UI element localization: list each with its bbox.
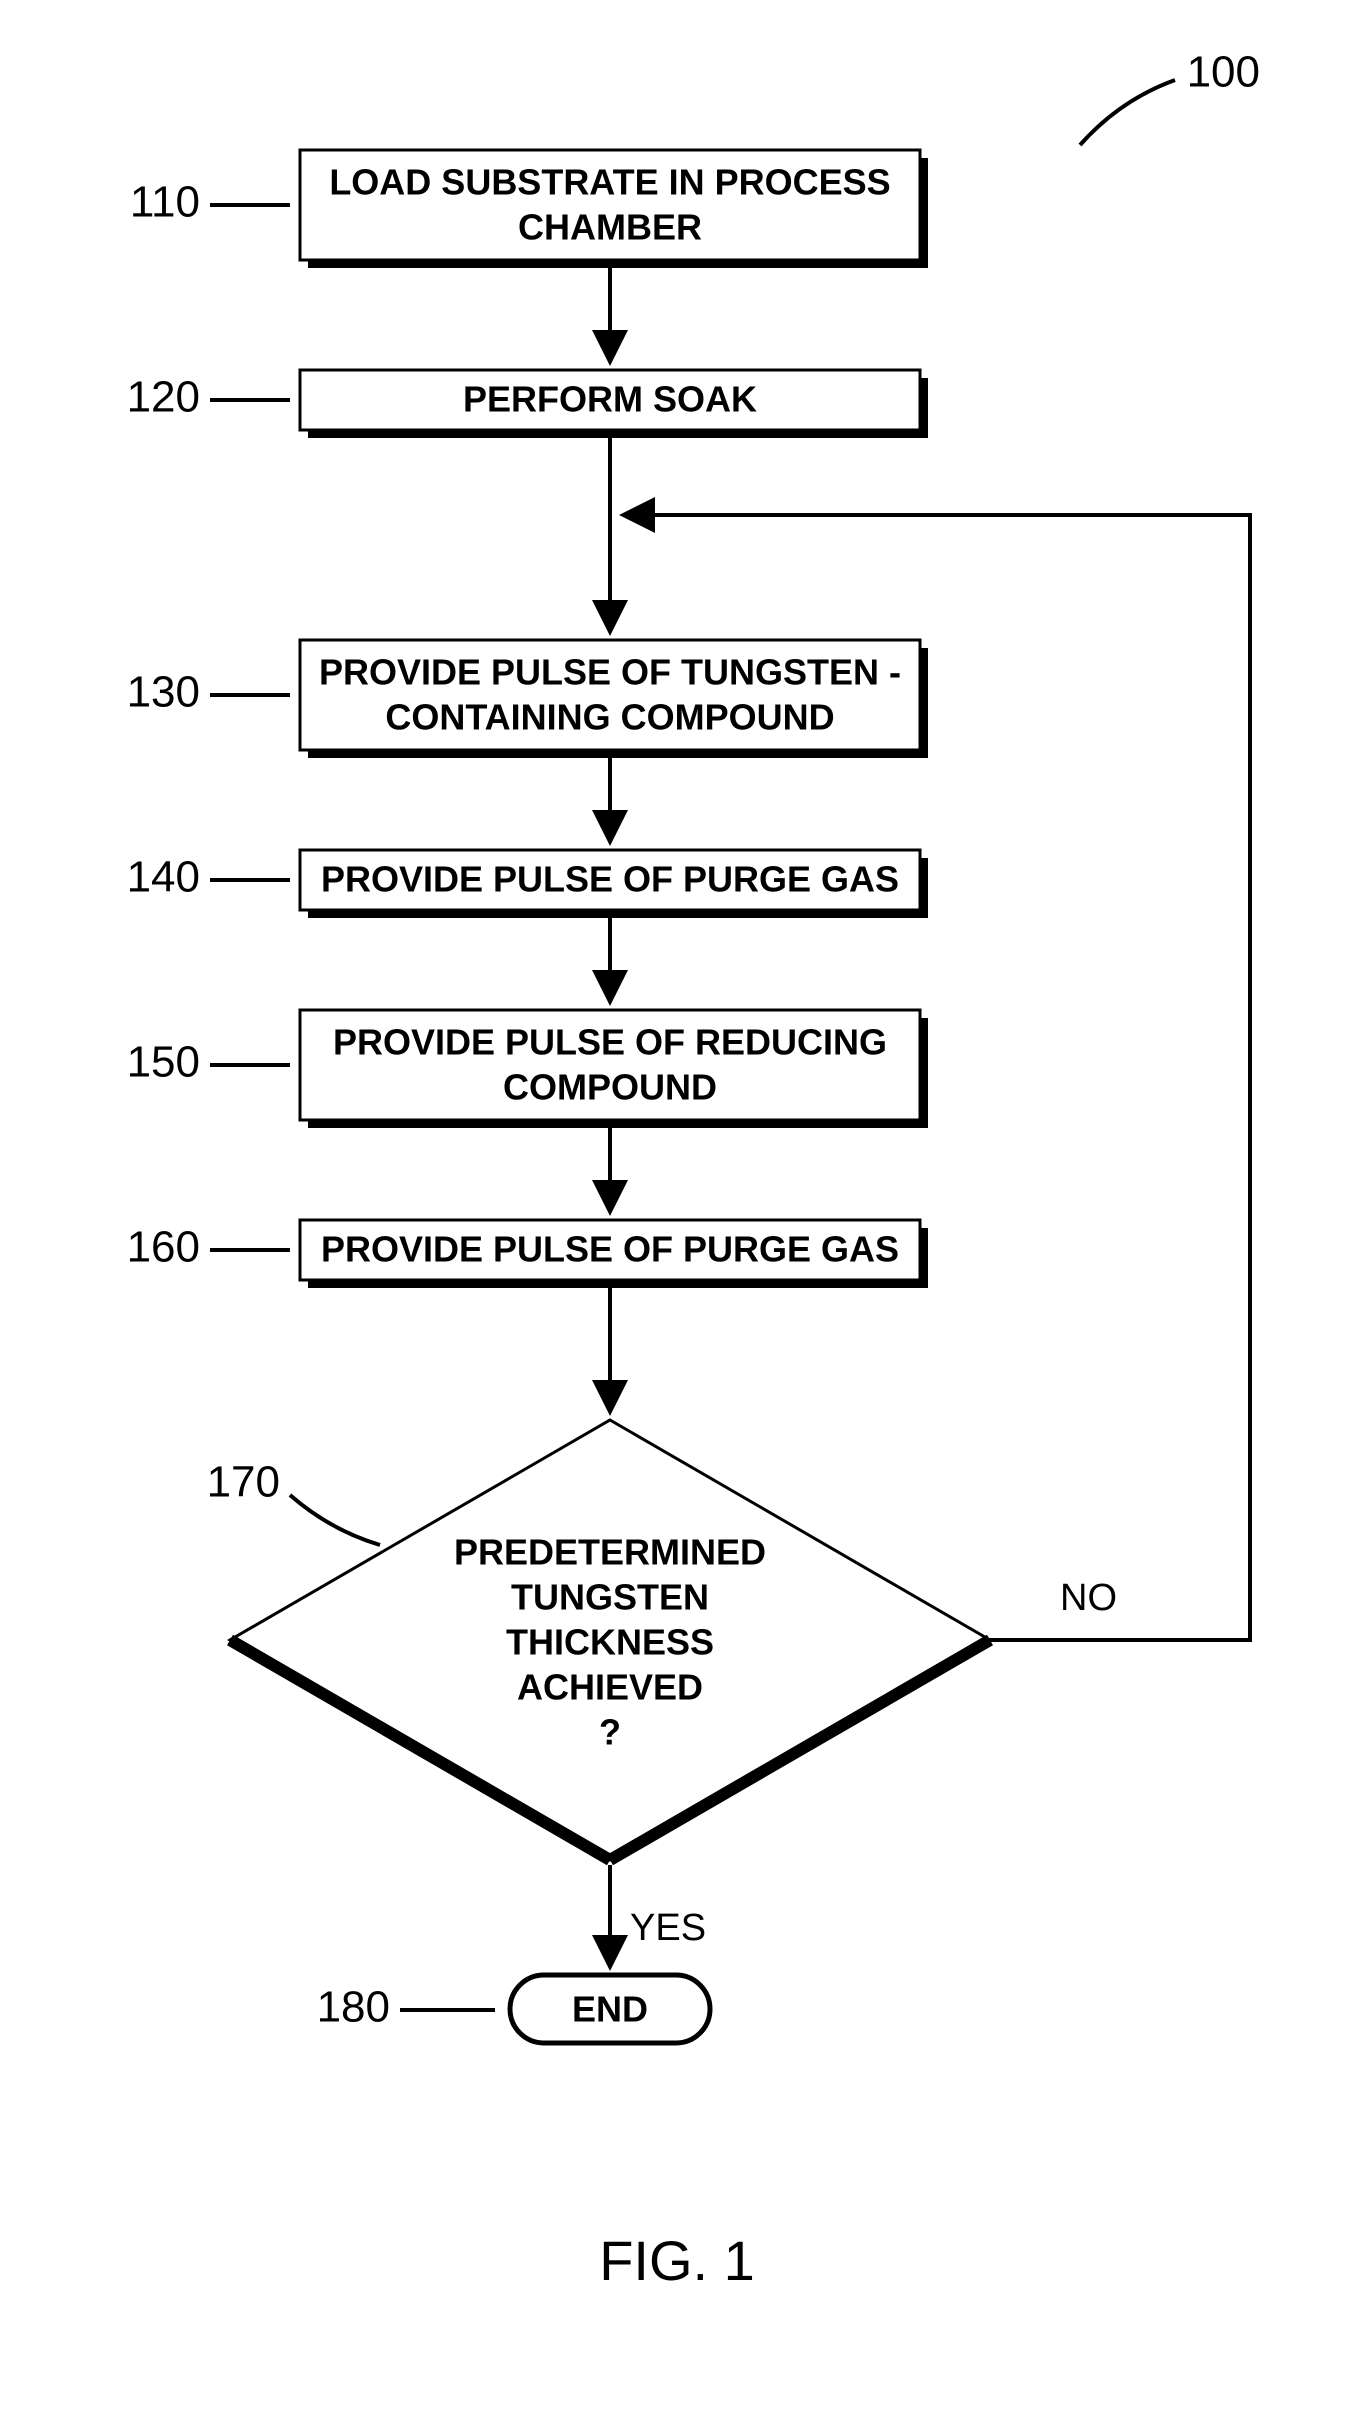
node-120: PERFORM SOAK: [300, 370, 928, 438]
ref-120-label: 120: [127, 373, 200, 422]
node-160-line1: PROVIDE PULSE OF PURGE GAS: [321, 1229, 899, 1270]
ref-180: 180: [317, 1983, 495, 2032]
edge-yes: YES: [610, 1865, 706, 1965]
node-130-line2: CONTAINING COMPOUND: [385, 697, 834, 738]
node-140-line1: PROVIDE PULSE OF PURGE GAS: [321, 859, 899, 900]
ref-180-label: 180: [317, 1983, 390, 2032]
ref-140-label: 140: [127, 853, 200, 902]
ref-110-label: 110: [130, 178, 200, 227]
ref-150-label: 150: [127, 1038, 200, 1087]
ref-170: 170: [207, 1458, 380, 1545]
ref-120: 120: [127, 373, 290, 422]
flowchart-svg: 100 LOAD SUBSTRATE IN PROCESS CHAMBER 11…: [0, 0, 1354, 2436]
ref-130-label: 130: [127, 668, 200, 717]
ref-170-label: 170: [207, 1458, 280, 1507]
branch-no-label: NO: [1060, 1577, 1117, 1619]
ref-100: 100: [1080, 48, 1260, 145]
figure-caption: FIG. 1: [599, 2229, 755, 2292]
node-170-line1: PREDETERMINED: [454, 1532, 766, 1573]
node-110-line2: CHAMBER: [518, 207, 702, 248]
node-110: LOAD SUBSTRATE IN PROCESS CHAMBER: [300, 150, 928, 268]
node-150: PROVIDE PULSE OF REDUCING COMPOUND: [300, 1010, 928, 1128]
node-180-line1: END: [572, 1989, 648, 2030]
node-170-line2: TUNGSTEN: [511, 1577, 709, 1618]
node-110-line1: LOAD SUBSTRATE IN PROCESS: [329, 162, 890, 203]
node-130-line1: PROVIDE PULSE OF TUNGSTEN -: [319, 652, 901, 693]
ref-160: 160: [127, 1223, 290, 1272]
ref-110: 110: [130, 178, 290, 227]
branch-yes-label: YES: [630, 1907, 706, 1949]
node-150-line1: PROVIDE PULSE OF REDUCING: [333, 1022, 887, 1063]
ref-100-label: 100: [1187, 48, 1260, 97]
ref-150: 150: [127, 1038, 290, 1087]
ref-140: 140: [127, 853, 290, 902]
node-130: PROVIDE PULSE OF TUNGSTEN - CONTAINING C…: [300, 640, 928, 758]
node-120-line1: PERFORM SOAK: [463, 379, 757, 420]
node-170-line4: ACHIEVED: [517, 1667, 703, 1708]
node-180: END: [510, 1975, 710, 2043]
node-140: PROVIDE PULSE OF PURGE GAS: [300, 850, 928, 918]
node-170-line5: ?: [599, 1712, 621, 1753]
node-160: PROVIDE PULSE OF PURGE GAS: [300, 1220, 928, 1288]
node-170: PREDETERMINED TUNGSTEN THICKNESS ACHIEVE…: [230, 1420, 990, 1860]
ref-130: 130: [127, 668, 290, 717]
ref-160-label: 160: [127, 1223, 200, 1272]
node-170-line3: THICKNESS: [506, 1622, 714, 1663]
node-150-line2: COMPOUND: [503, 1067, 717, 1108]
